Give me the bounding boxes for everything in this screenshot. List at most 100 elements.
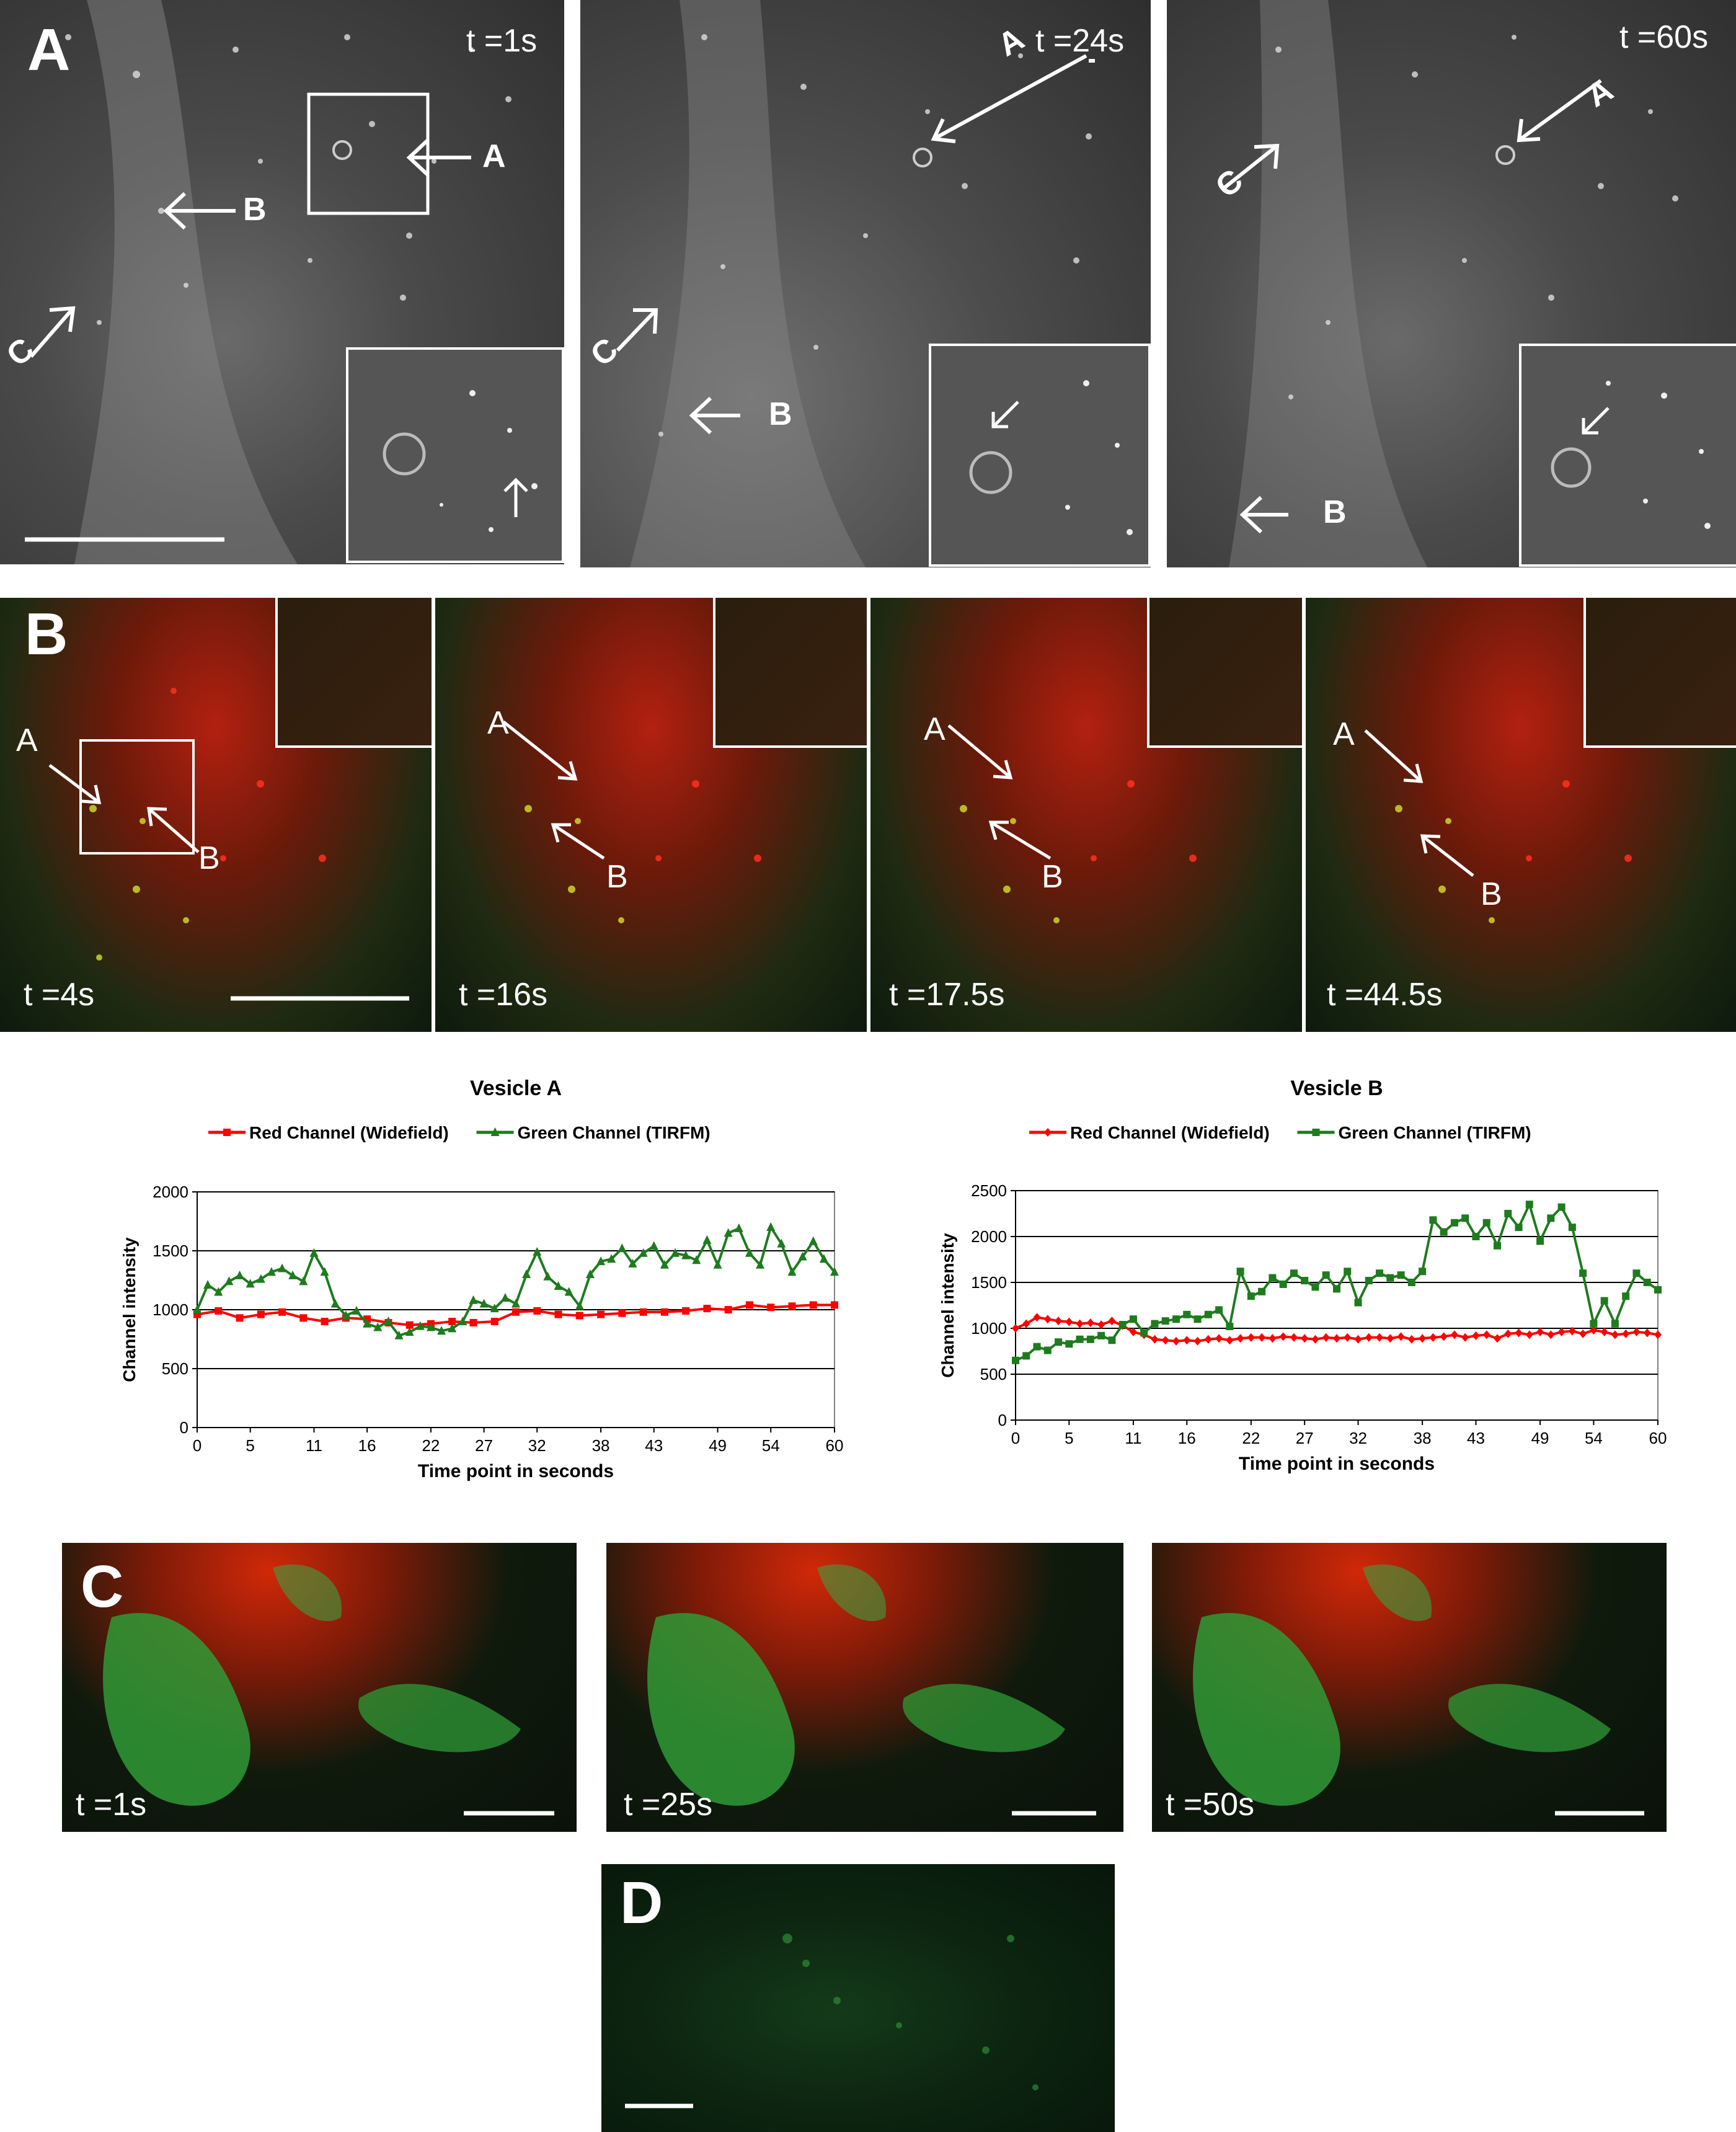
data-point — [522, 1269, 531, 1278]
data-point — [1311, 1335, 1319, 1344]
data-point — [1140, 1329, 1148, 1337]
x-tick-label: 0 — [193, 1436, 202, 1455]
plot-area — [1015, 1190, 1658, 1421]
data-point — [745, 1248, 754, 1257]
x-axis-label: Time point in seconds — [418, 1461, 614, 1481]
vesicle-b-chart: Vesicle B Red Channel (Widefield) Green Ch… — [938, 1077, 1667, 1474]
x-tick-label: 38 — [1414, 1429, 1432, 1447]
x-tick-label: 22 — [1242, 1429, 1260, 1447]
data-point — [1600, 1327, 1608, 1336]
data-point — [1344, 1268, 1352, 1276]
data-point — [426, 1322, 435, 1331]
y-axis-label: Channel intensity — [938, 1233, 957, 1378]
x-tick-label: 49 — [709, 1436, 727, 1455]
frame-time-label: t =17.5s — [889, 977, 1005, 1013]
data-point — [1632, 1327, 1641, 1336]
data-point — [512, 1308, 520, 1316]
data-point — [745, 1301, 753, 1309]
panel-c-frame-2-texture — [647, 1564, 1096, 1816]
data-point — [1494, 1334, 1501, 1343]
x-tick-label: 60 — [826, 1436, 844, 1455]
x-tick-label: 38 — [592, 1436, 610, 1455]
data-point — [1022, 1319, 1030, 1328]
data-point — [1086, 1335, 1094, 1343]
arrow-label-b: B — [198, 840, 220, 876]
y-tick-label: 0 — [998, 1411, 1007, 1429]
data-point — [490, 1304, 499, 1313]
data-point — [1258, 1287, 1266, 1295]
data-point — [1622, 1292, 1630, 1300]
data-point — [1022, 1352, 1030, 1360]
data-point — [1129, 1327, 1137, 1336]
arrow-label-b: B — [769, 396, 792, 432]
chart-title: Vesicle B — [1290, 1077, 1383, 1100]
x-tick-label: 16 — [1178, 1429, 1196, 1447]
data-point — [1365, 1277, 1373, 1285]
data-point — [1407, 1335, 1415, 1344]
x-tick-label: 16 — [358, 1436, 376, 1455]
data-point — [215, 1307, 223, 1315]
data-point — [1086, 1318, 1094, 1328]
data-point — [1215, 1334, 1223, 1343]
data-point — [1557, 1203, 1566, 1211]
data-point — [681, 1250, 691, 1259]
data-point — [288, 1270, 298, 1279]
data-point — [1033, 1343, 1041, 1351]
frame-time-label: t =1s — [466, 23, 538, 59]
data-point — [1440, 1332, 1448, 1341]
data-point — [1579, 1329, 1587, 1338]
data-point — [1419, 1268, 1427, 1276]
arrow-label-a: A — [16, 722, 38, 758]
data-point — [585, 1269, 595, 1278]
y-tick-label: 1500 — [153, 1241, 188, 1260]
data-point — [267, 1267, 276, 1276]
panel-b-frame-3: A B t =17.5s — [870, 598, 1302, 1032]
data-point — [394, 1330, 404, 1339]
panel-a-frame-1: A t =1s A B C — [0, 0, 564, 564]
data-point — [352, 1305, 361, 1315]
data-point — [543, 1271, 552, 1281]
x-tick-label: 27 — [1296, 1429, 1314, 1447]
data-point — [1151, 1335, 1159, 1344]
y-tick-label: 1000 — [153, 1300, 188, 1319]
x-tick-label: 5 — [246, 1436, 254, 1455]
data-point — [1472, 1233, 1480, 1240]
data-point — [1043, 1315, 1052, 1324]
data-point — [1590, 1325, 1598, 1335]
data-point — [1065, 1340, 1073, 1348]
data-point — [1568, 1326, 1576, 1336]
panel-d-frame-texture — [625, 1934, 1038, 2108]
data-point — [490, 1318, 498, 1325]
data-point — [1204, 1310, 1212, 1318]
data-point — [1515, 1224, 1523, 1232]
arrow-label-b: B — [1323, 494, 1347, 530]
panel-d-letter: D — [620, 1870, 663, 1936]
data-point — [554, 1281, 563, 1290]
data-point — [1161, 1317, 1169, 1325]
data-point — [320, 1267, 329, 1276]
data-point — [660, 1308, 668, 1316]
legend-label: Red Channel (Widefield) — [249, 1123, 449, 1142]
data-point — [1108, 1317, 1116, 1326]
data-point — [1354, 1299, 1362, 1307]
data-point — [512, 1299, 520, 1308]
data-point — [1269, 1274, 1277, 1282]
data-point — [1226, 1336, 1234, 1345]
x-tick-label: 27 — [475, 1436, 493, 1455]
data-point — [469, 1295, 478, 1304]
data-point — [564, 1287, 574, 1296]
frame-time-label: t =44.5s — [1327, 977, 1443, 1013]
data-point — [575, 1301, 584, 1310]
data-point — [224, 1276, 234, 1286]
panel-c-frame-2: t =25s — [606, 1543, 1123, 1832]
data-point — [1376, 1333, 1384, 1342]
data-point — [321, 1318, 329, 1325]
data-point — [660, 1259, 669, 1269]
y-tick-label: 500 — [980, 1365, 1007, 1384]
x-tick-label: 43 — [1467, 1429, 1485, 1447]
data-point — [1536, 1237, 1544, 1245]
data-point — [1515, 1328, 1523, 1338]
data-point — [724, 1228, 733, 1237]
panel-a-frame-3-texture — [1221, 0, 1678, 567]
panel-b-frame-2-texture — [502, 719, 761, 923]
